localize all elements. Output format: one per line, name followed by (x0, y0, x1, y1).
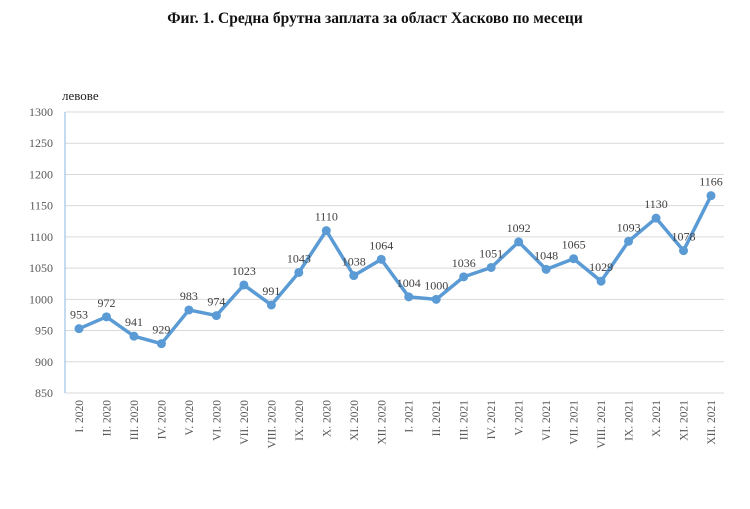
x-tick-label: IX. 2021 (624, 400, 636, 441)
x-tick-label: XI. 2021 (679, 400, 691, 441)
data-label: 1064 (369, 238, 393, 252)
data-label: 972 (97, 296, 115, 310)
data-point (156, 339, 166, 349)
data-point (74, 324, 84, 334)
data-label: 1051 (479, 246, 503, 260)
x-tick-label: IV. 2020 (156, 400, 168, 440)
x-tick-label: VI. 2021 (541, 400, 553, 441)
y-tick-label: 1150 (29, 199, 53, 213)
data-point (514, 237, 524, 247)
x-tick-label: III. 2020 (129, 400, 141, 440)
data-label: 929 (152, 323, 170, 337)
x-tick-label: XI. 2020 (349, 400, 361, 441)
data-label: 1092 (507, 221, 531, 235)
y-axis-unit-label: левове (62, 88, 99, 103)
data-label: 1078 (672, 230, 696, 244)
x-tick-label: X. 2020 (321, 400, 333, 437)
data-point (266, 300, 276, 310)
data-label: 983 (180, 289, 198, 303)
data-point (376, 254, 386, 264)
data-label: 991 (262, 284, 280, 298)
x-tick-label: XII. 2020 (376, 400, 388, 445)
data-label: 1036 (452, 256, 476, 270)
data-point (129, 331, 139, 341)
y-tick-label: 1000 (29, 292, 53, 306)
x-tick-label: II. 2021 (431, 400, 443, 437)
data-point (239, 280, 249, 290)
x-tick-label: X. 2021 (651, 400, 663, 437)
y-tick-label: 1300 (29, 105, 53, 119)
data-label: 953 (70, 308, 88, 322)
y-tick-label: 1250 (29, 136, 53, 150)
y-tick-label: 1050 (29, 261, 53, 275)
x-tick-label: VIII. 2021 (596, 400, 608, 449)
data-label: 1000 (424, 278, 448, 292)
data-label: 1110 (315, 210, 338, 224)
data-point (294, 267, 304, 277)
x-tick-label: V. 2021 (514, 400, 526, 436)
data-label: 1004 (397, 276, 421, 290)
data-label: 1166 (699, 175, 723, 189)
data-points (74, 191, 716, 349)
data-point (624, 236, 634, 246)
data-point (486, 262, 496, 272)
data-point (321, 226, 331, 236)
x-axis-labels: I. 2020 II. 2020 III. 2020 IV. 2020 V. 2020 V… (74, 400, 718, 449)
data-label: 1093 (617, 220, 641, 234)
data-point (184, 305, 194, 315)
x-tick-label: VI. 2020 (211, 400, 223, 441)
chart-title: Фиг. 1. Средна брутна заплата за област … (167, 10, 583, 27)
gridlines (65, 111, 724, 394)
x-tick-label: I. 2020 (74, 400, 86, 433)
x-tick-label: XII. 2021 (706, 400, 718, 445)
data-point (569, 254, 579, 264)
data-label: 1065 (562, 238, 586, 252)
y-tick-label: 1100 (29, 230, 53, 244)
x-tick-label: IV. 2021 (486, 400, 498, 440)
data-label: 1048 (534, 248, 558, 262)
data-point (679, 246, 689, 256)
data-point (596, 276, 606, 286)
data-label: 1038 (342, 255, 366, 269)
data-point (431, 294, 441, 304)
data-label: 1029 (589, 260, 613, 274)
data-point (541, 264, 551, 274)
data-label: 1023 (232, 264, 256, 278)
x-tick-label: VII. 2021 (569, 400, 581, 445)
series-line (78, 194, 713, 346)
y-tick-label: 1200 (29, 167, 53, 181)
data-point (651, 213, 661, 223)
data-point (459, 272, 469, 282)
data-point (211, 311, 221, 321)
data-point (101, 312, 111, 322)
y-tick-label: 950 (35, 324, 53, 338)
data-label: 1043 (287, 251, 311, 265)
y-tick-label: 900 (35, 355, 53, 369)
data-label: 941 (125, 315, 143, 329)
data-label: 974 (207, 295, 225, 309)
x-tick-label: V. 2020 (184, 400, 196, 436)
x-tick-label: IX. 2020 (294, 400, 306, 441)
x-tick-label: VII. 2020 (239, 400, 251, 445)
x-tick-label: III. 2021 (459, 400, 471, 440)
data-point (349, 271, 359, 281)
x-tick-label: VIII. 2020 (266, 400, 278, 449)
x-tick-label: I. 2021 (404, 400, 416, 433)
data-label: 1130 (644, 197, 668, 211)
y-axis-ticks: 850 900 950 1000 1050 1100 1150 1200 1250 1300 (29, 105, 53, 400)
data-point (706, 191, 716, 201)
x-tick-label: II. 2020 (101, 400, 113, 437)
data-point (404, 292, 414, 302)
y-tick-label: 850 (35, 386, 53, 400)
